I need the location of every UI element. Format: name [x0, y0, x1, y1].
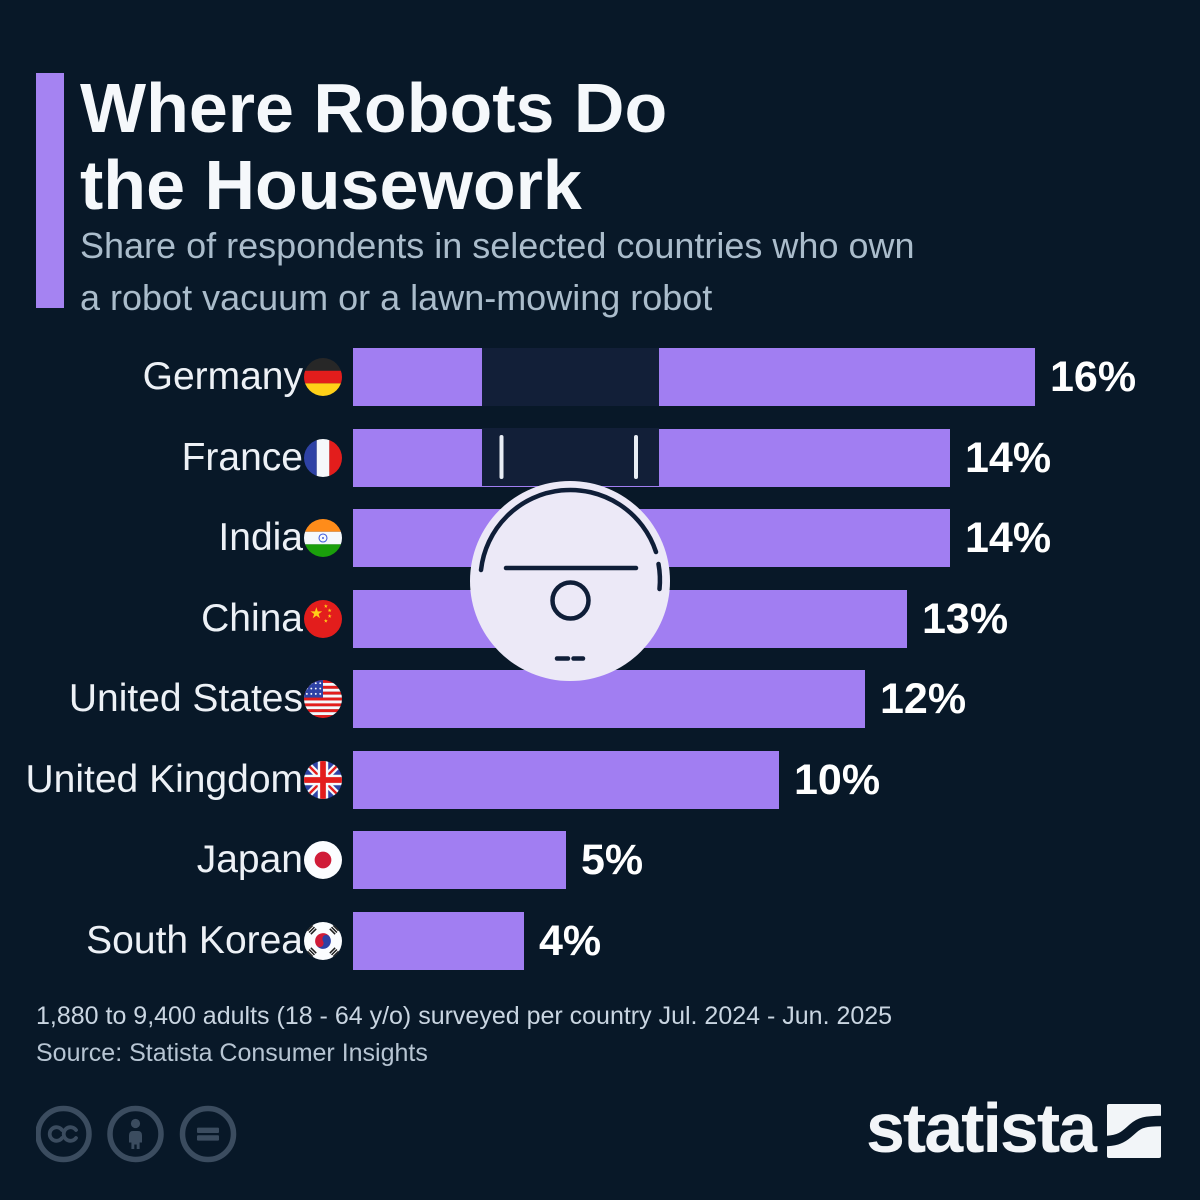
statista-logo-mark: [1107, 1104, 1162, 1158]
bar: [353, 911, 524, 970]
bar: [353, 831, 566, 889]
japan-flag-icon: [304, 841, 342, 879]
country-label: Japan: [196, 838, 303, 881]
nd-icon: [179, 1105, 237, 1163]
country-label: China: [201, 596, 303, 640]
country-label: France: [181, 435, 303, 479]
value-label: 14%: [965, 514, 1052, 562]
attribution-icon: [107, 1105, 164, 1163]
chart-subtitle-line2: a robot vacuum or a lawn-mowing robot: [80, 277, 713, 318]
south-korea-flag-icon: [304, 921, 342, 960]
france-flag-icon: [304, 438, 342, 477]
value-label: 16%: [1050, 353, 1137, 401]
robot-vacuum-details: [478, 487, 663, 661]
bar-row: South Korea 4%: [0, 911, 1200, 970]
dock-charging-contacts: [499, 435, 638, 479]
value-label: 10%: [794, 755, 881, 804]
dock-shadow-bottom: [482, 428, 659, 486]
chart-title-line2: the Housework: [80, 146, 582, 224]
germany-flag-icon: [304, 358, 342, 396]
chart-subtitle: Share of respondents in selected countri…: [80, 220, 915, 324]
value-label: 12%: [880, 675, 967, 723]
value-label: 4%: [539, 916, 602, 965]
dock-shadow-top: [482, 348, 659, 406]
title-accent-bar: [36, 73, 64, 308]
source-line: Source: Statista Consumer Insights: [36, 1039, 428, 1067]
statista-logo-text: statista: [866, 1089, 1097, 1167]
cc-icon: [36, 1105, 92, 1163]
chart-title-line1: Where Robots Do: [80, 69, 668, 147]
china-flag-icon: [304, 599, 342, 638]
bar: [353, 348, 1035, 406]
bar-row: Germany 16%: [0, 348, 1200, 406]
bar: [353, 750, 779, 809]
statista-logo: statista: [866, 1089, 1162, 1167]
bar-row: Japan 5%: [0, 831, 1200, 889]
value-label: 13%: [922, 594, 1009, 643]
chart-title: Where Robots Do the Housework: [80, 70, 667, 224]
survey-note: 1,880 to 9,400 adults (18 - 64 y/o) surv…: [36, 1002, 893, 1030]
bar-row: United States 12%: [0, 670, 1200, 728]
united-kingdom-flag-icon: [304, 760, 342, 799]
country-label: India: [218, 516, 303, 559]
country-label: United States: [68, 677, 303, 720]
india-flag-icon: [304, 519, 342, 557]
country-label: United Kingdom: [25, 757, 304, 801]
value-label: 14%: [965, 433, 1052, 482]
chart-subtitle-line1: Share of respondents in selected countri…: [80, 225, 915, 266]
bar-row: United Kingdom 10%: [0, 750, 1200, 809]
bar: [353, 670, 865, 728]
robot-vacuum-illustration: [470, 348, 670, 681]
value-label: 5%: [581, 836, 644, 884]
license-icons: [36, 1105, 237, 1163]
united-states-flag-icon: [304, 680, 342, 718]
country-label: South Korea: [86, 918, 303, 962]
country-label: Germany: [142, 355, 303, 398]
